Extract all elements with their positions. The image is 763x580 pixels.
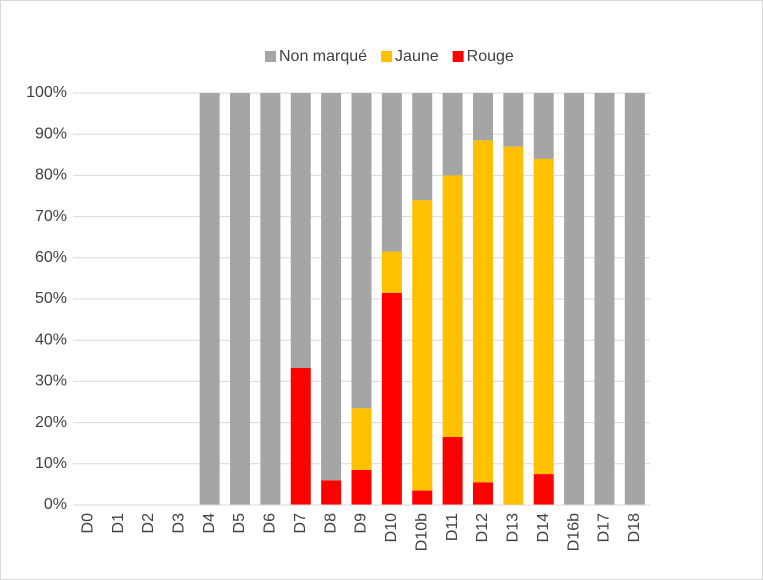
bar-segment xyxy=(624,93,645,505)
bar-segment xyxy=(321,480,342,505)
y-tick-label: 30% xyxy=(35,373,67,390)
x-tick-label: D5 xyxy=(231,513,248,534)
x-tick-label: D12 xyxy=(474,513,491,542)
x-tick-label: D18 xyxy=(626,513,643,542)
x-tick-label: D14 xyxy=(535,513,552,542)
bar-segment xyxy=(381,251,402,293)
legend-label: Jaune xyxy=(395,48,439,65)
bar-segment xyxy=(351,408,372,470)
bar-segment xyxy=(351,93,372,409)
legend-swatch xyxy=(265,51,276,62)
bar-segment xyxy=(381,93,402,252)
bar-segment xyxy=(472,93,493,141)
x-tick-label: D16b xyxy=(565,513,582,551)
x-tick-label: D2 xyxy=(140,513,157,534)
x-tick-label: D11 xyxy=(444,513,461,541)
x-tick-label: D17 xyxy=(596,513,613,542)
y-tick-label: 50% xyxy=(35,290,67,307)
bar-segment xyxy=(503,146,524,505)
y-tick-label: 40% xyxy=(35,331,67,348)
y-tick-label: 0% xyxy=(44,496,67,513)
legend-swatch xyxy=(381,51,393,62)
bar-segment xyxy=(412,200,433,491)
x-tick-label: D6 xyxy=(262,513,279,534)
bar-segment xyxy=(290,93,311,368)
bar-segment xyxy=(381,292,402,505)
bar-segment xyxy=(412,93,433,201)
bar-segment xyxy=(442,437,463,505)
bar-segment xyxy=(442,175,463,438)
bar-segment xyxy=(230,93,251,505)
bar-segment xyxy=(412,490,433,505)
bar-segment xyxy=(321,93,342,481)
x-tick-label: D1 xyxy=(110,513,127,534)
y-tick-label: 60% xyxy=(35,249,67,266)
legend-label: Non marqué xyxy=(279,48,367,65)
bar-segment xyxy=(503,93,524,147)
legend-swatch xyxy=(452,51,464,62)
y-tick-label: 70% xyxy=(35,208,67,225)
bar-segment xyxy=(533,474,554,505)
x-tick-label: D13 xyxy=(505,513,522,542)
bar-segment xyxy=(533,93,554,159)
y-tick-label: 80% xyxy=(35,167,67,184)
x-tick-label: D10b xyxy=(413,513,430,551)
bar-segment xyxy=(533,158,554,475)
bar-segment xyxy=(260,93,281,505)
bar-segment xyxy=(351,469,372,505)
bar-segment xyxy=(472,140,493,483)
bar-segment xyxy=(594,93,615,505)
y-tick-label: 100% xyxy=(26,84,67,101)
x-tick-label: D7 xyxy=(292,513,309,534)
x-tick-label: D8 xyxy=(322,513,339,534)
bar-segment xyxy=(564,93,585,505)
bar-segment xyxy=(199,93,220,505)
x-tick-label: D10 xyxy=(383,513,400,542)
bar-segment xyxy=(442,93,463,176)
x-tick-label: D0 xyxy=(79,513,96,534)
x-tick-label: D4 xyxy=(201,513,218,534)
bar-segment xyxy=(290,367,311,505)
y-tick-label: 90% xyxy=(35,125,67,142)
bar-segment xyxy=(472,482,493,505)
x-tick-label: D3 xyxy=(171,513,188,534)
legend-label: Rouge xyxy=(467,48,514,65)
y-tick-label: 20% xyxy=(35,414,67,431)
y-tick-label: 10% xyxy=(35,455,67,472)
x-tick-label: D9 xyxy=(353,513,370,534)
